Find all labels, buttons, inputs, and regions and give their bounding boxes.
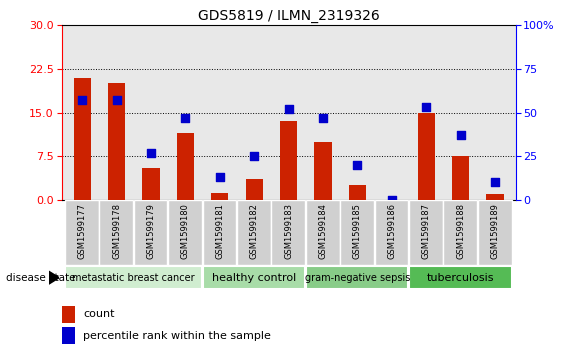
Bar <box>418 113 435 200</box>
Bar <box>142 168 159 200</box>
Bar <box>74 78 91 200</box>
Bar <box>211 193 229 200</box>
Text: gram-negative sepsis: gram-negative sepsis <box>305 273 410 283</box>
Bar <box>65 200 98 265</box>
Bar <box>203 200 236 265</box>
Bar <box>237 200 271 265</box>
Bar <box>100 200 133 265</box>
Point <box>490 179 500 185</box>
Bar <box>62 327 75 344</box>
Point <box>77 97 87 103</box>
Bar <box>108 83 125 200</box>
Text: GSM1599178: GSM1599178 <box>112 203 121 259</box>
Bar <box>134 200 168 265</box>
Text: GSM1599188: GSM1599188 <box>456 203 465 259</box>
Bar <box>177 133 194 200</box>
Bar <box>478 200 512 265</box>
Text: GSM1599177: GSM1599177 <box>78 203 87 259</box>
Bar <box>168 200 202 265</box>
Title: GDS5819 / ILMN_2319326: GDS5819 / ILMN_2319326 <box>197 9 380 23</box>
Text: GSM1599184: GSM1599184 <box>319 203 328 259</box>
Bar <box>280 121 297 200</box>
Polygon shape <box>49 271 59 284</box>
Text: disease state: disease state <box>6 273 76 283</box>
Point <box>215 174 224 180</box>
Text: healthy control: healthy control <box>212 273 297 283</box>
Bar <box>340 200 374 265</box>
Point <box>456 132 465 138</box>
Point <box>421 105 431 110</box>
Bar <box>409 200 443 265</box>
Point <box>353 162 362 168</box>
Bar <box>306 266 408 289</box>
Bar <box>246 179 263 200</box>
Bar <box>203 266 305 289</box>
Text: metastatic breast cancer: metastatic breast cancer <box>73 273 195 283</box>
Text: GSM1599183: GSM1599183 <box>284 203 293 259</box>
Point <box>250 153 259 159</box>
Bar <box>306 200 339 265</box>
Point <box>318 115 328 121</box>
Bar <box>271 200 305 265</box>
Bar <box>409 266 512 289</box>
Point <box>146 150 156 155</box>
Text: GSM1599180: GSM1599180 <box>181 203 190 259</box>
Text: count: count <box>83 309 115 319</box>
Bar <box>452 156 469 200</box>
Text: GSM1599187: GSM1599187 <box>422 203 431 259</box>
Text: GSM1599186: GSM1599186 <box>387 203 396 259</box>
Text: GSM1599189: GSM1599189 <box>490 203 499 259</box>
Bar <box>349 185 366 200</box>
Text: percentile rank within the sample: percentile rank within the sample <box>83 330 271 340</box>
Text: tuberculosis: tuberculosis <box>427 273 495 283</box>
Bar <box>65 266 202 289</box>
Text: GSM1599181: GSM1599181 <box>215 203 224 259</box>
Text: GSM1599182: GSM1599182 <box>250 203 258 259</box>
Text: GSM1599179: GSM1599179 <box>146 203 155 259</box>
Bar <box>374 200 408 265</box>
Bar <box>486 194 503 200</box>
Text: GSM1599185: GSM1599185 <box>353 203 362 259</box>
Bar <box>315 142 332 200</box>
Point <box>387 197 397 203</box>
Point <box>284 106 294 112</box>
Bar <box>62 306 75 322</box>
Point <box>180 115 190 121</box>
Point <box>112 97 121 103</box>
Bar <box>444 200 477 265</box>
